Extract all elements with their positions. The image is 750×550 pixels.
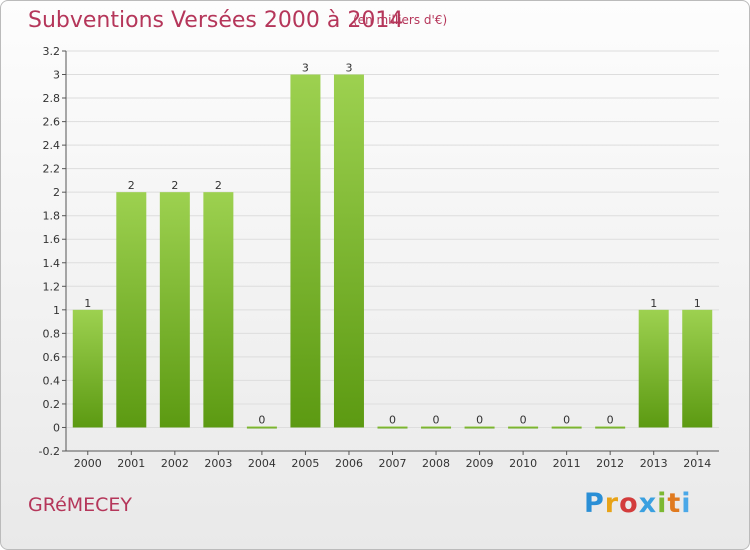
x-tick-label: 2006: [335, 457, 363, 470]
y-tick-label: 2.8: [43, 92, 61, 105]
x-tick-label: 2004: [248, 457, 276, 470]
bar: [421, 426, 452, 429]
data-label: 0: [520, 413, 527, 426]
y-tick-labels: -0.2 0 0.2 0.4 0.6 0.8 1 1.2 1.4 1.6 1.8 2 2.2 2.4 2.6…: [39, 45, 60, 458]
x-tick-label: 2009: [466, 457, 494, 470]
data-label: 0: [258, 413, 265, 426]
x-tick-label: 2014: [683, 457, 711, 470]
data-label: 0: [607, 413, 614, 426]
data-label: 3: [345, 62, 352, 75]
data-label: 2: [171, 179, 178, 192]
bars: [72, 74, 713, 429]
proxiti-logo[interactable]: Proxiti: [584, 488, 692, 519]
x-tick-label: 2002: [161, 457, 189, 470]
x-tick-label: 2003: [204, 457, 232, 470]
x-tick-labels: 2000 2001 2002 2003 2004 2005 2006 2007 2008 2009…: [74, 457, 711, 470]
x-tick-label: 2007: [379, 457, 407, 470]
y-tick-label: 2.4: [43, 139, 61, 152]
y-tick-label: 3: [53, 69, 60, 82]
y-tick-label: 1.4: [43, 257, 61, 270]
y-tick-label: 0.6: [43, 351, 61, 364]
data-label: 2: [215, 179, 222, 192]
data-label: 0: [433, 413, 440, 426]
y-tick-label: 1: [53, 304, 60, 317]
bar: [377, 426, 408, 429]
bar: [464, 426, 495, 429]
x-tick-label: 2000: [74, 457, 102, 470]
chart-title: Subventions Versées 2000 à 2014: [28, 8, 404, 33]
commune-name: GRéMECEY: [28, 494, 133, 516]
y-tick-label: 2: [53, 186, 60, 199]
y-tick-label: 0: [53, 421, 60, 434]
logo-letter: r: [604, 488, 620, 519]
y-tick-label: 1.2: [43, 280, 61, 293]
y-tick-label: 0.2: [43, 398, 61, 411]
data-label: 0: [563, 413, 570, 426]
data-label: 0: [389, 413, 396, 426]
bar: [246, 426, 277, 429]
bar: [116, 192, 147, 428]
y-tick-label: 0.4: [43, 374, 61, 387]
logo-letter: P: [584, 488, 605, 519]
bar: [72, 309, 103, 428]
y-tick-label: 1.8: [43, 210, 61, 223]
bar: [159, 192, 190, 428]
bar: [203, 192, 234, 428]
logo-letter: i: [681, 488, 692, 519]
bar: [551, 426, 582, 429]
axes: [62, 50, 719, 455]
y-tick-label: -0.2: [39, 445, 60, 458]
bar: [682, 309, 713, 428]
bar: [638, 309, 669, 428]
data-label: 1: [84, 297, 91, 310]
logo-letter: t: [667, 488, 682, 519]
y-tick-label: 0.8: [43, 327, 61, 340]
x-tick-label: 2001: [117, 457, 145, 470]
data-labels: 1 2 2 2 0 3 3 0 0 0 0 0 0 1 1: [84, 62, 700, 427]
y-tick-label: 2.6: [43, 116, 61, 129]
bar: [595, 426, 626, 429]
x-tick-label: 2005: [291, 457, 319, 470]
logo-letter: x: [638, 488, 658, 519]
logo-letter: o: [619, 488, 639, 519]
bar: [290, 74, 321, 428]
bar: [508, 426, 539, 429]
logo-letter: i: [657, 488, 668, 519]
x-tick-label: 2013: [640, 457, 668, 470]
data-label: 0: [476, 413, 483, 426]
bar: [333, 74, 364, 428]
x-tick-label: 2012: [596, 457, 624, 470]
data-label: 2: [128, 179, 135, 192]
x-tick-label: 2011: [553, 457, 581, 470]
x-tick-label: 2010: [509, 457, 537, 470]
x-tick-label: 2008: [422, 457, 450, 470]
y-tick-label: 1.6: [43, 233, 61, 246]
data-label: 3: [302, 62, 309, 75]
y-tick-label: 2.2: [43, 163, 61, 176]
data-label: 1: [650, 297, 657, 310]
chart-subtitle: (en milliers d'€): [353, 13, 448, 27]
y-tick-label: 3.2: [43, 45, 61, 58]
data-label: 1: [694, 297, 701, 310]
